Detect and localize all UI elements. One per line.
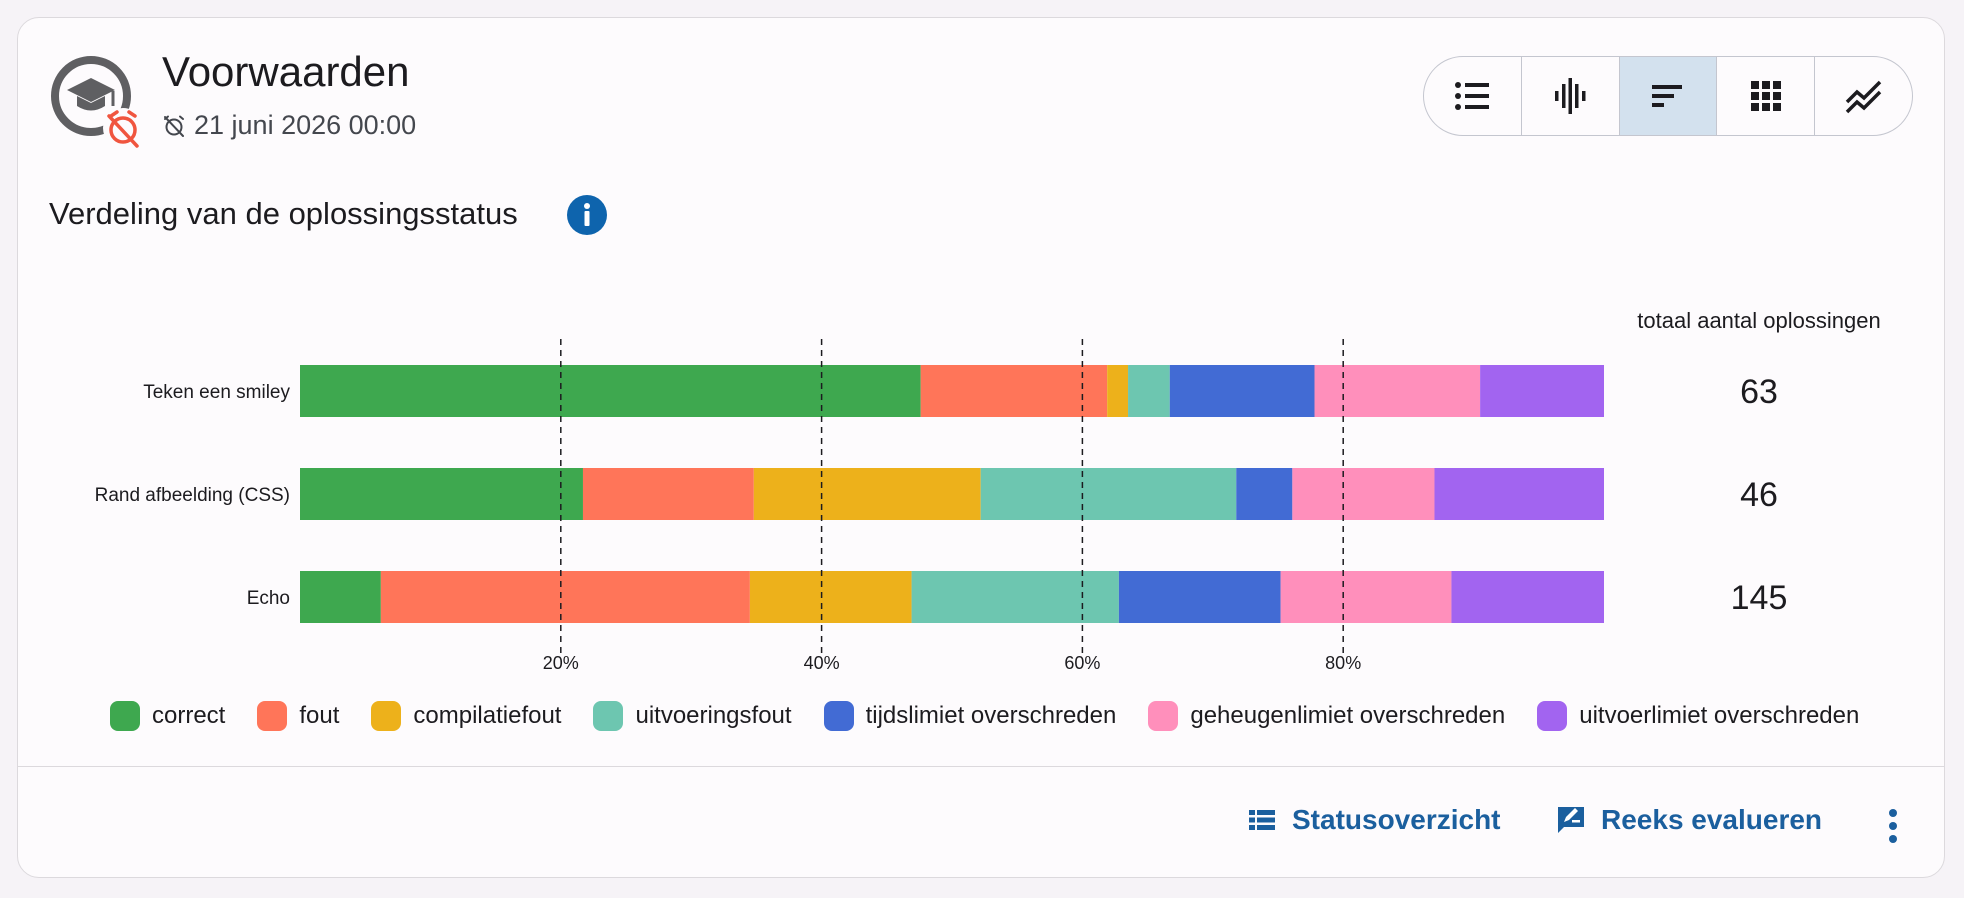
- category-label: Rand afbeelding (CSS): [95, 485, 290, 506]
- legend-item[interactable]: tijdslimiet overschreden: [823, 701, 1117, 731]
- legend-swatch: [371, 701, 402, 731]
- stacked-bar-chart: totaal aantal oplossingen Teken een smile…: [95, 308, 1881, 673]
- view-waveform-button[interactable]: [1522, 57, 1620, 135]
- view-grid-button[interactable]: [1717, 57, 1816, 135]
- legend-label: uitvoeringsfout: [635, 702, 792, 729]
- bar-segment[interactable]: [300, 468, 583, 520]
- bar-segment[interactable]: [582, 468, 754, 520]
- bar-segment[interactable]: [1451, 571, 1604, 623]
- legend-label: uitvoerlimiet overschreden: [1579, 702, 1860, 729]
- chart-title: Verdeling van de oplossingsstatus: [49, 196, 518, 231]
- legend-label: compilatiefout: [413, 702, 562, 729]
- bar-segment[interactable]: [1280, 571, 1452, 623]
- legend-swatch: [110, 701, 140, 731]
- totals-header: totaal aantal oplossingen: [1637, 308, 1880, 333]
- bar-segment[interactable]: [1434, 468, 1604, 520]
- list-icon: [1455, 82, 1490, 110]
- legend-swatch: [593, 701, 624, 731]
- bar-segment[interactable]: [1292, 468, 1435, 520]
- graph-view-toggle: [1423, 56, 1913, 136]
- legend-item[interactable]: fout: [257, 701, 339, 731]
- stacked-bars-icon: [1651, 85, 1682, 107]
- category-label: Echo: [247, 588, 290, 609]
- legend-label: geheugenlimiet overschreden: [1190, 702, 1506, 729]
- legend-swatch: [1148, 701, 1179, 731]
- bar-segment[interactable]: [300, 365, 921, 417]
- legend-item[interactable]: compilatiefout: [371, 701, 561, 731]
- rate-review-icon: [1558, 807, 1584, 833]
- x-tick-label: 80%: [1325, 653, 1361, 673]
- bar-segment[interactable]: [1128, 365, 1170, 417]
- legend-label: fout: [299, 702, 340, 729]
- trend-lines-icon: [1845, 80, 1881, 114]
- status-overview-button[interactable]: Statusoverzicht: [1246, 804, 1501, 836]
- evaluate-series-label: Reeks evalueren: [1601, 804, 1823, 835]
- legend-swatch: [823, 701, 854, 731]
- x-tick-label: 60%: [1064, 653, 1100, 673]
- bar-segment[interactable]: [749, 571, 912, 623]
- bar-segment[interactable]: [1314, 365, 1481, 417]
- bar-segment[interactable]: [300, 571, 381, 623]
- legend-label: tijdslimiet overschreden: [865, 702, 1117, 729]
- grid-icon: [1750, 81, 1781, 111]
- bar-segment[interactable]: [980, 468, 1237, 520]
- bar-segment[interactable]: [1169, 365, 1315, 417]
- list-table-icon: [1249, 810, 1275, 830]
- legend-swatch: [1537, 701, 1568, 731]
- series-title: Voorwaarden: [162, 48, 410, 95]
- bar-segment[interactable]: [753, 468, 981, 520]
- legend-item[interactable]: correct: [110, 701, 225, 731]
- deadline-text: 21 juni 2026 00:00: [194, 110, 417, 140]
- status-overview-label: Statusoverzicht: [1292, 804, 1501, 835]
- school-graduation-icon: [51, 56, 143, 148]
- bar-segment[interactable]: [920, 365, 1108, 417]
- legend-item[interactable]: uitvoerlimiet overschreden: [1537, 701, 1859, 731]
- view-list-button[interactable]: [1424, 57, 1522, 135]
- bar-segment[interactable]: [911, 571, 1119, 623]
- category-label: Teken een smiley: [143, 382, 290, 403]
- waveform-icon: [1555, 78, 1586, 114]
- legend-label: correct: [152, 702, 226, 729]
- view-trend-button[interactable]: [1815, 57, 1912, 135]
- x-tick-label: 40%: [804, 653, 840, 673]
- view-stacked-button[interactable]: [1619, 57, 1718, 135]
- bar-segment[interactable]: [1107, 365, 1129, 417]
- evaluate-series-button[interactable]: Reeks evalueren: [1555, 804, 1822, 836]
- bar-segment[interactable]: [1118, 571, 1281, 623]
- deadline: 21 juni 2026 00:00: [162, 110, 416, 141]
- info-icon[interactable]: [566, 194, 608, 236]
- total-count: 46: [1740, 476, 1778, 514]
- total-count: 145: [1731, 579, 1788, 617]
- x-tick-label: 20%: [543, 653, 579, 673]
- chart-legend: correct fout compilatiefout uitvoeringsfout…: [110, 701, 1859, 731]
- bar-segment[interactable]: [1236, 468, 1293, 520]
- bar-segment[interactable]: [380, 571, 750, 623]
- legend-item[interactable]: uitvoeringsfout: [593, 701, 792, 731]
- bar-segment[interactable]: [1480, 365, 1604, 417]
- legend-item[interactable]: geheugenlimiet overschreden: [1148, 701, 1505, 731]
- more-vert-icon[interactable]: [1878, 804, 1908, 848]
- exercise-series-card: Voorwaarden 21 juni 2026 00:00: [17, 17, 1945, 878]
- legend-swatch: [257, 701, 288, 731]
- total-count: 63: [1740, 373, 1778, 411]
- card-divider: [18, 766, 1944, 767]
- alarm-off-icon: [164, 115, 184, 137]
